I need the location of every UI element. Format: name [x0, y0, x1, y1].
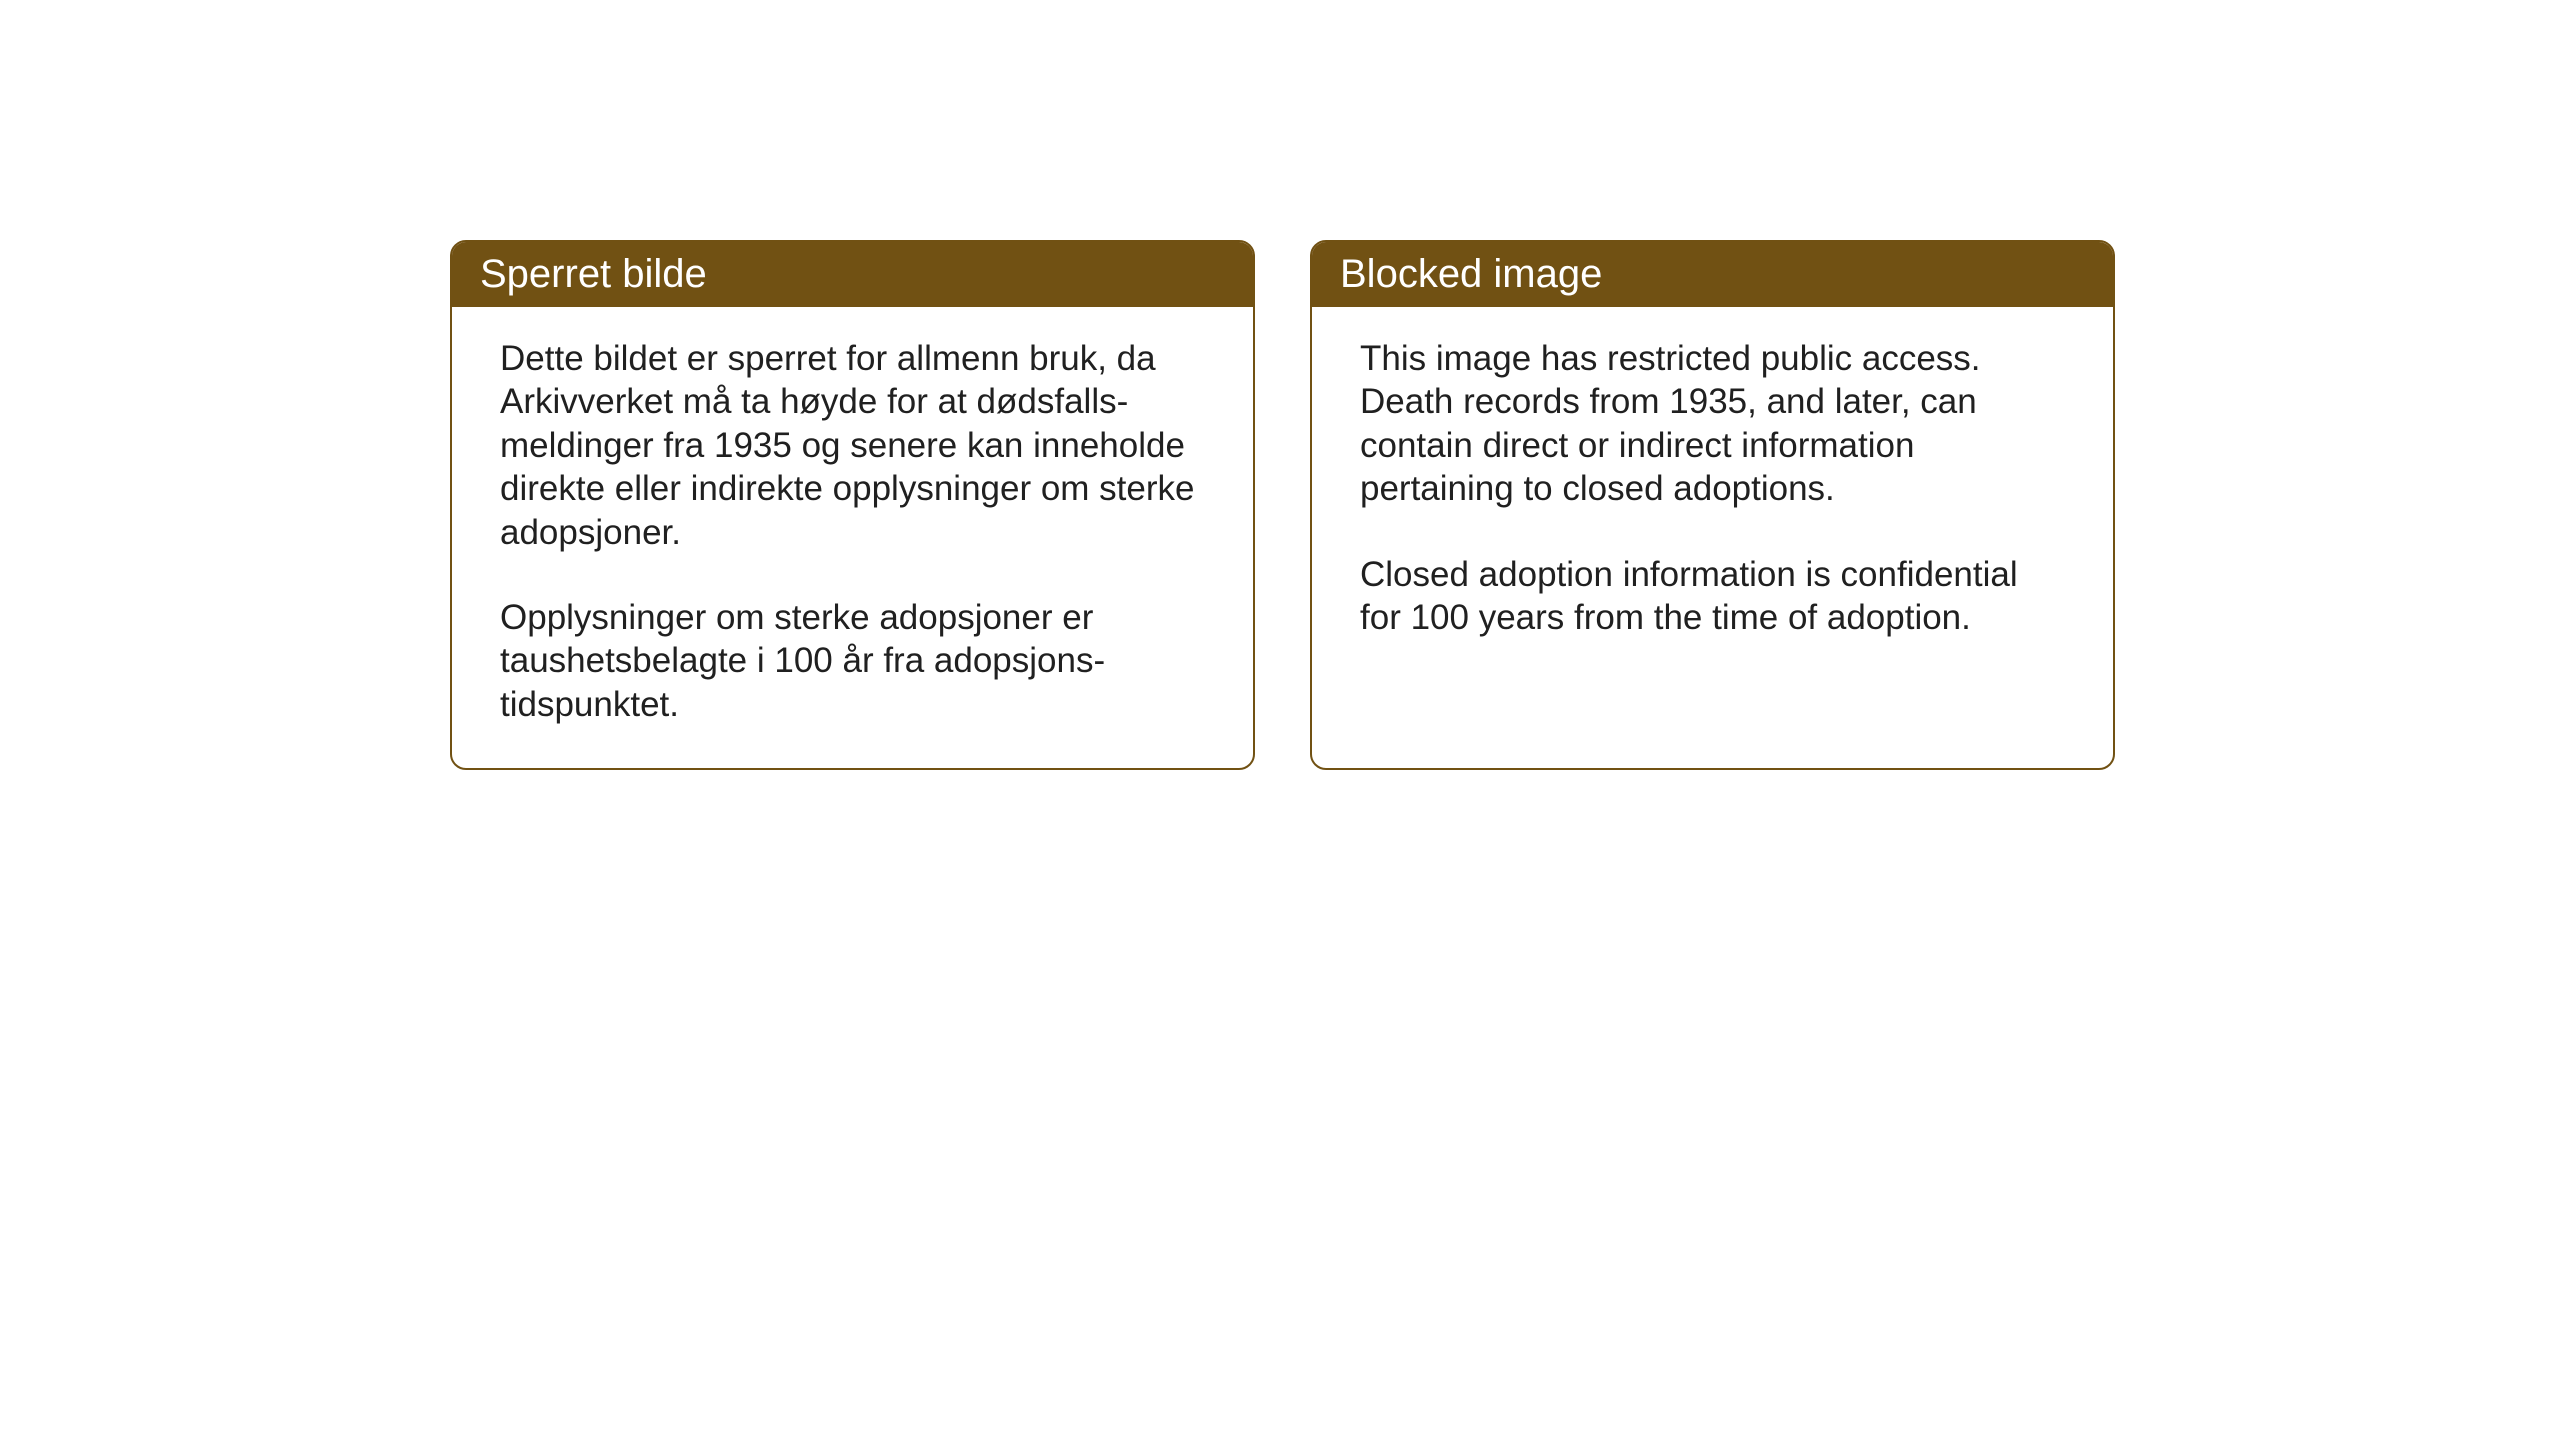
norwegian-paragraph-2: Opplysninger om sterke adopsjoner er tau…	[500, 596, 1205, 726]
english-paragraph-2: Closed adoption information is confident…	[1360, 553, 2065, 640]
norwegian-paragraph-1: Dette bildet er sperret for allmenn bruk…	[500, 337, 1205, 554]
english-card-title: Blocked image	[1312, 242, 2113, 307]
english-card-body: This image has restricted public access.…	[1312, 307, 2113, 681]
notification-cards-container: Sperret bilde Dette bildet er sperret fo…	[450, 240, 2115, 770]
norwegian-card-title: Sperret bilde	[452, 242, 1253, 307]
english-paragraph-1: This image has restricted public access.…	[1360, 337, 2065, 511]
english-notice-card: Blocked image This image has restricted …	[1310, 240, 2115, 770]
norwegian-card-body: Dette bildet er sperret for allmenn bruk…	[452, 307, 1253, 768]
norwegian-notice-card: Sperret bilde Dette bildet er sperret fo…	[450, 240, 1255, 770]
